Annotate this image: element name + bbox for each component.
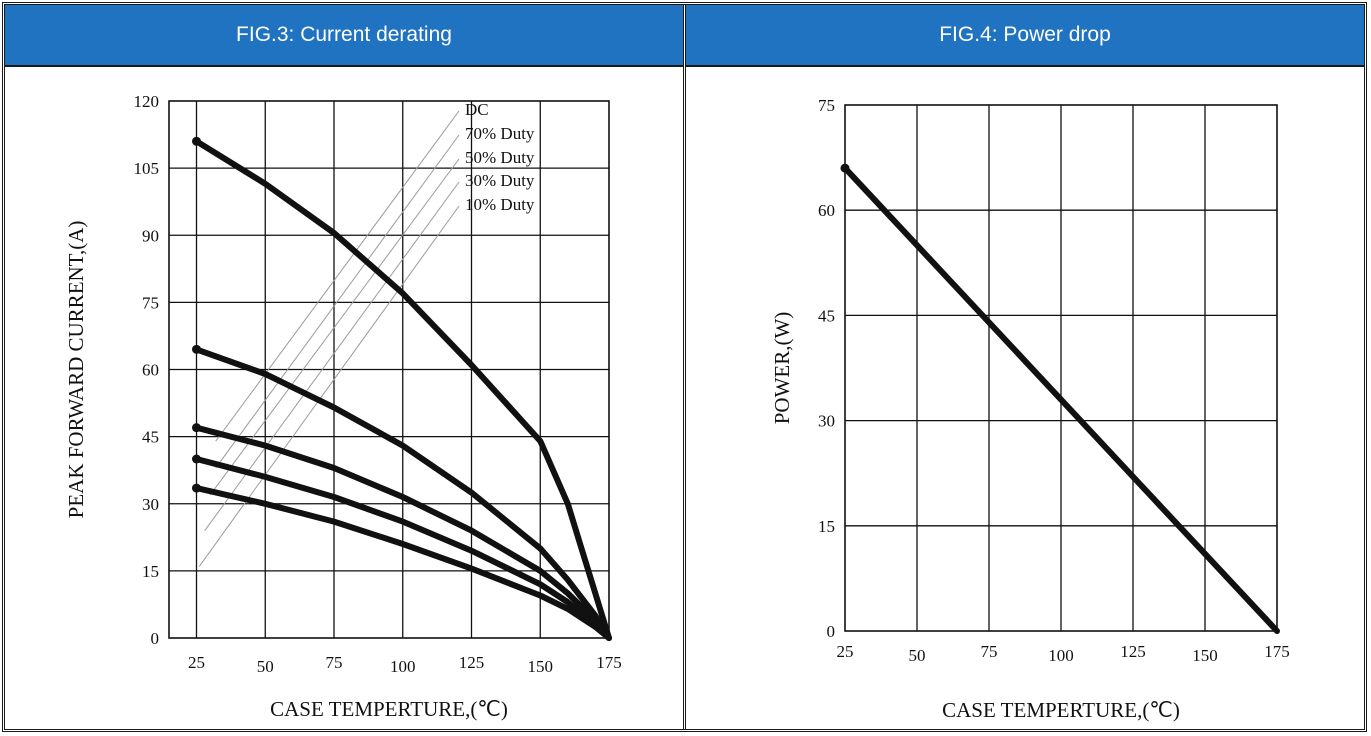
x-tick-label: 50 xyxy=(909,646,926,665)
x-tick-label: 75 xyxy=(326,653,343,672)
fig4-cell: FIG.4: Power drop 25 50 75 100 125 150 175 0 15 3… xyxy=(683,5,1364,729)
legend-leader-line xyxy=(215,134,460,469)
x-tick-label: 125 xyxy=(459,653,485,672)
y-tick-label: 75 xyxy=(142,293,159,312)
plot-frame xyxy=(844,104,1278,632)
fig3-cell: FIG.3: Current derating DC 70% Duty 50% Du… xyxy=(5,5,683,729)
y-axis-label: POWER,(W) xyxy=(770,312,794,425)
x-tick-label: 175 xyxy=(1264,642,1290,661)
y-tick-label: 60 xyxy=(142,361,159,380)
x-tick-label: 100 xyxy=(390,657,416,676)
legend-leader-line xyxy=(209,158,460,496)
fig3-title: FIG.3: Current derating xyxy=(5,5,683,67)
y-tick-label: 60 xyxy=(818,201,835,220)
y-tick-label: 15 xyxy=(142,562,159,581)
series-start-point xyxy=(840,163,850,173)
x-axis-label: CASE TEMPERTURE,(℃) xyxy=(942,698,1180,722)
series-start-point xyxy=(192,136,201,146)
fig4-body: 25 50 75 100 125 150 175 0 15 30 45 60 75 CASE TEMPER… xyxy=(686,67,1364,729)
x-axis-label: CASE TEMPERTURE,(℃) xyxy=(270,697,508,721)
y-tick-label: 0 xyxy=(151,629,160,648)
y-tick-label: 120 xyxy=(134,92,160,111)
y-tick-label: 105 xyxy=(134,159,160,178)
fig3-body: DC 70% Duty 50% Duty 30% Duty 10% Duty 25 50 75… xyxy=(5,67,683,729)
y-tick-label: 90 xyxy=(142,226,159,245)
series-line xyxy=(193,485,612,641)
x-tick-label: 175 xyxy=(596,653,622,672)
legend-label: 50% Duty xyxy=(465,148,535,167)
y-tick-label: 0 xyxy=(827,622,836,641)
y-tick-label: 45 xyxy=(818,306,835,325)
x-tick-label: 25 xyxy=(188,653,205,672)
legend-leader-line xyxy=(215,110,460,442)
series-start-point xyxy=(192,454,201,464)
x-tick-label: 50 xyxy=(257,657,274,676)
series-line xyxy=(842,165,1280,634)
y-tick-label: 45 xyxy=(142,428,159,447)
x-tick-label: 150 xyxy=(528,657,554,676)
series-line xyxy=(193,424,612,641)
x-tick-label: 150 xyxy=(1192,646,1218,665)
y-tick-label: 15 xyxy=(818,517,835,536)
fig3-chart: DC 70% Duty 50% Duty 30% Duty 10% Duty 25 50 75… xyxy=(64,92,622,721)
legend-label: 70% Duty xyxy=(465,124,535,143)
y-axis-label: PEAK FORWARD CURRENT,(A) xyxy=(64,221,88,519)
plot-frame xyxy=(168,100,610,639)
legend-label: 10% Duty xyxy=(465,195,535,214)
series-start-point xyxy=(192,423,201,433)
y-tick-label: 30 xyxy=(142,495,159,514)
legend-leader-line xyxy=(198,205,460,567)
y-tick-label: 30 xyxy=(818,412,835,431)
series-start-point xyxy=(192,344,201,354)
series-start-point xyxy=(192,483,201,493)
x-tick-label: 100 xyxy=(1048,646,1074,665)
x-tick-label: 125 xyxy=(1120,642,1146,661)
y-tick-label: 75 xyxy=(818,96,835,115)
series-line xyxy=(193,138,612,641)
x-tick-label: 25 xyxy=(837,642,854,661)
fig4-chart: 25 50 75 100 125 150 175 0 15 30 45 60 75 CASE TEMPER… xyxy=(770,96,1290,722)
fig4-title: FIG.4: Power drop xyxy=(686,5,1364,67)
legend-label: 30% Duty xyxy=(465,171,535,190)
legend-label: DC xyxy=(465,100,489,119)
series-line xyxy=(193,346,612,641)
x-tick-label: 75 xyxy=(981,642,998,661)
